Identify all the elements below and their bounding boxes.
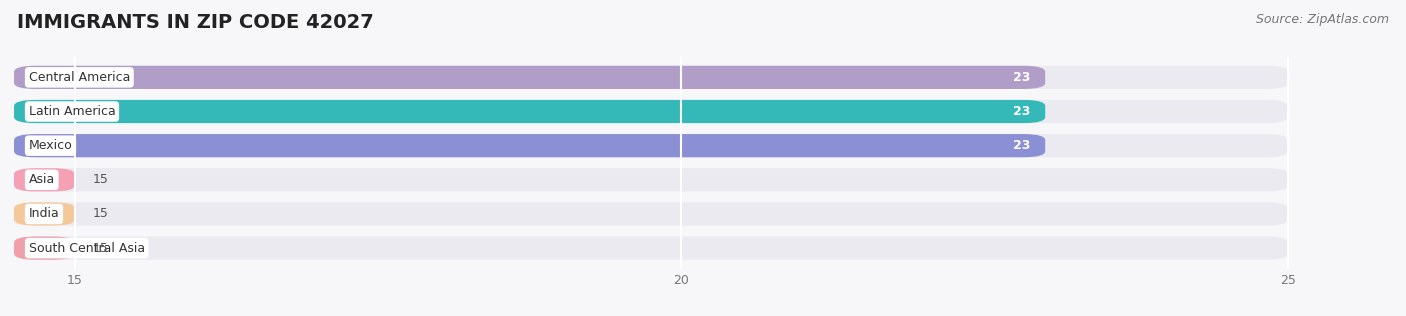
Text: 23: 23 bbox=[1014, 139, 1031, 152]
FancyBboxPatch shape bbox=[14, 100, 1288, 123]
Text: 15: 15 bbox=[93, 173, 108, 186]
Text: IMMIGRANTS IN ZIP CODE 42027: IMMIGRANTS IN ZIP CODE 42027 bbox=[17, 13, 374, 32]
FancyBboxPatch shape bbox=[14, 66, 1288, 89]
FancyBboxPatch shape bbox=[14, 236, 75, 260]
Text: South Central Asia: South Central Asia bbox=[28, 242, 145, 255]
Text: 15: 15 bbox=[93, 242, 108, 255]
Text: Source: ZipAtlas.com: Source: ZipAtlas.com bbox=[1256, 13, 1389, 26]
FancyBboxPatch shape bbox=[14, 100, 1045, 123]
FancyBboxPatch shape bbox=[14, 202, 75, 226]
FancyBboxPatch shape bbox=[14, 134, 1288, 157]
FancyBboxPatch shape bbox=[14, 168, 75, 191]
FancyBboxPatch shape bbox=[14, 134, 1045, 157]
Text: Latin America: Latin America bbox=[28, 105, 115, 118]
Text: 15: 15 bbox=[93, 208, 108, 221]
Text: India: India bbox=[28, 208, 59, 221]
Text: Mexico: Mexico bbox=[28, 139, 72, 152]
Text: Central America: Central America bbox=[28, 71, 129, 84]
Text: Asia: Asia bbox=[28, 173, 55, 186]
FancyBboxPatch shape bbox=[14, 66, 1045, 89]
Text: 23: 23 bbox=[1014, 71, 1031, 84]
Text: 23: 23 bbox=[1014, 105, 1031, 118]
FancyBboxPatch shape bbox=[14, 168, 1288, 191]
FancyBboxPatch shape bbox=[14, 202, 1288, 226]
FancyBboxPatch shape bbox=[14, 236, 1288, 260]
